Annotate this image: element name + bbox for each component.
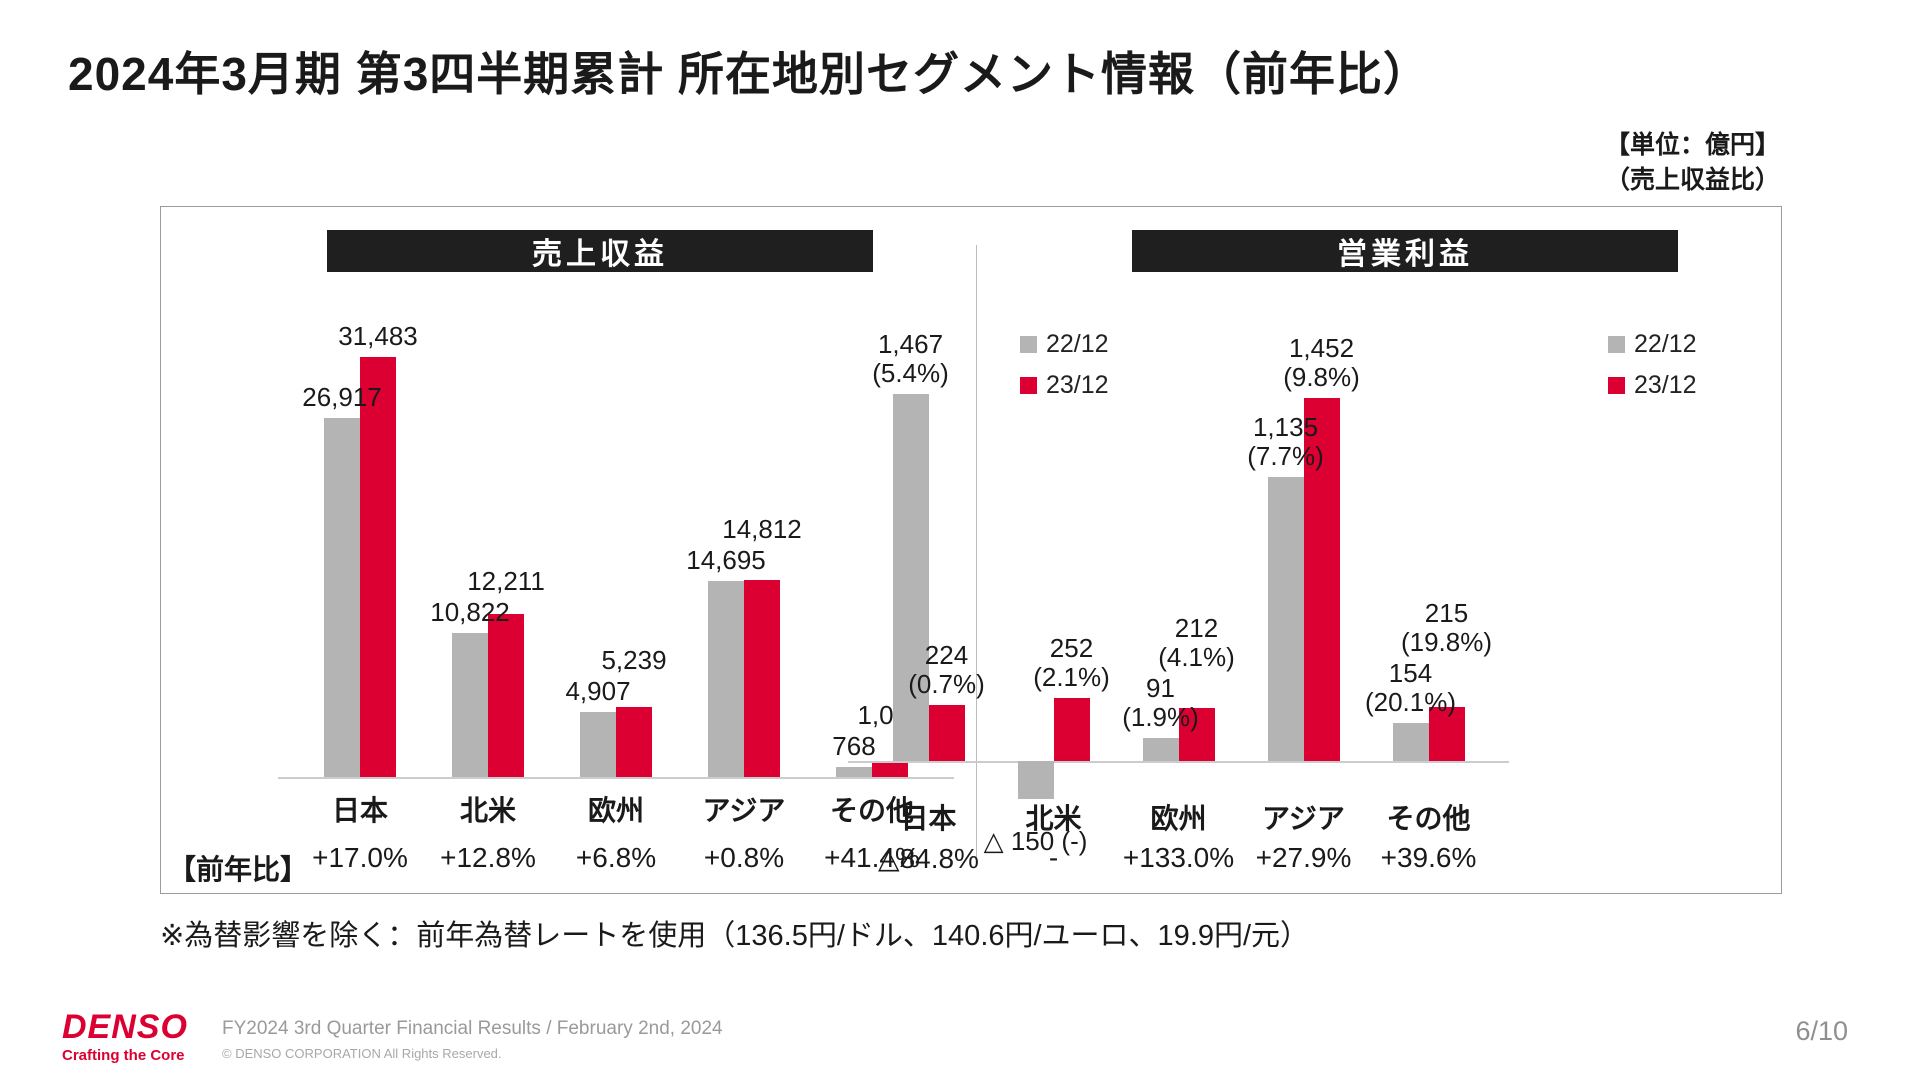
bar-value-label-22/12-その他: 154 (20.1%) bbox=[1364, 657, 1457, 717]
bar-22/12-アジア bbox=[1267, 477, 1304, 761]
yoy-value-アジア: +0.8% bbox=[703, 842, 785, 873]
bar-value-label-23/12-北米: 12,211 bbox=[467, 565, 545, 596]
category-label-日本: 日本 bbox=[331, 795, 389, 826]
category-label-欧州: 欧州 bbox=[1150, 803, 1207, 834]
bar-value-label-23/12-アジア: 14,812 bbox=[722, 514, 802, 545]
legend-operating-profit: 22/12 23/12 bbox=[1608, 330, 1697, 412]
bar-22/12-日本 bbox=[892, 394, 929, 761]
bar-value-label-22/12-欧州: 4,907 bbox=[565, 675, 631, 706]
denso-logo-tagline: Crafting the Core bbox=[62, 1047, 185, 1064]
category-label-日本: 日本 bbox=[900, 803, 957, 834]
bar-22/12-アジア bbox=[708, 581, 744, 777]
legend-label-2312: 23/12 bbox=[1634, 371, 1697, 399]
bar-value-label-23/12-その他: 215 (19.8%) bbox=[1400, 597, 1493, 657]
category-label-その他: その他 bbox=[829, 795, 915, 826]
bar-23/12-欧州 bbox=[1178, 708, 1215, 761]
bar-value-label-22/12-アジア: 14,695 bbox=[686, 545, 766, 576]
bar-value-label-23/12-欧州: 5,239 bbox=[601, 644, 667, 675]
bar-22/12-その他 bbox=[1392, 722, 1429, 761]
page-number: 6/10 bbox=[1795, 1016, 1848, 1046]
yoy-value-欧州: +133.0% bbox=[1122, 842, 1235, 873]
bar-22/12-その他 bbox=[836, 766, 872, 777]
denso-logo-text: DENSO bbox=[62, 1008, 188, 1046]
legend-item-2312: 23/12 bbox=[1020, 371, 1109, 400]
category-label-北米: 北米 bbox=[1025, 803, 1082, 834]
legend-item-2312: 23/12 bbox=[1608, 371, 1697, 400]
revenue-chart-plot: 26,917 31,483 日本 +17.0% 10,822 12,211 北米 +12.8%… bbox=[278, 322, 954, 873]
yoy-value-その他: +39.6% bbox=[1380, 842, 1477, 873]
bar-value-label-22/12-日本: 26,917 bbox=[302, 382, 382, 413]
footer-event-line: FY2024 3rd Quarter Financial Results / F… bbox=[222, 1018, 723, 1039]
bar-23/12-日本 bbox=[360, 357, 396, 777]
bar-value-label-23/12-欧州: 212 (4.1%) bbox=[1158, 613, 1235, 673]
bar-23/12-日本 bbox=[928, 705, 965, 761]
bar-value-label-23/12-日本: 224 (0.7%) bbox=[908, 640, 985, 699]
bar-value-label-22/12-北米: 10,822 bbox=[430, 596, 510, 627]
unit-note-line1: 【単位：億円】 bbox=[1604, 131, 1780, 159]
page-title: 2024年3月期 第3四半期累計 所在地別セグメント情報（前年比） bbox=[68, 48, 1431, 100]
bar-22/12-北米 bbox=[1017, 761, 1054, 799]
yoy-value-欧州: +6.8% bbox=[575, 842, 657, 873]
operating-profit-chart-plot: 1,467 (5.4%) 224 (0.7%) 日本 △84.8% △ 150 (-) 252… bbox=[848, 330, 1509, 874]
bar-23/12-北米 bbox=[1053, 698, 1090, 761]
bar-value-label-23/12-アジア: 1,452 (9.8%) bbox=[1283, 333, 1360, 392]
bar-value-label-23/12-北米: 252 (2.1%) bbox=[1033, 633, 1110, 692]
bar-value-label-22/12-その他: 768 bbox=[832, 730, 876, 761]
yoy-value-日本: △84.8% bbox=[878, 843, 979, 874]
bar-22/12-日本 bbox=[324, 418, 360, 777]
legend-swatch-red bbox=[1608, 377, 1625, 394]
bar-value-label-22/12-欧州: 91 (1.9%) bbox=[1122, 673, 1199, 733]
operating-profit-chart-title: 営業利益 bbox=[1132, 230, 1678, 272]
denso-logo: DENSO Crafting the Core bbox=[62, 1010, 188, 1064]
bar-value-label-22/12-日本: 1,467 (5.4%) bbox=[872, 329, 949, 389]
bar-23/12-アジア bbox=[1303, 398, 1340, 761]
legend-label-2212: 22/12 bbox=[1634, 330, 1697, 358]
bar-23/12-アジア bbox=[744, 579, 780, 777]
bar-23/12-北米 bbox=[488, 614, 524, 777]
bar-22/12-欧州 bbox=[1142, 738, 1179, 761]
baseline-axis bbox=[278, 777, 954, 779]
yoy-caption: 【前年比】 bbox=[168, 854, 309, 885]
legend-label-2212: 22/12 bbox=[1046, 330, 1109, 358]
bar-value-label-23/12-日本: 31,483 bbox=[338, 321, 418, 352]
yoy-value-北米: +12.8% bbox=[440, 842, 536, 873]
legend-item-2212: 22/12 bbox=[1608, 330, 1697, 359]
legend-swatch-gray bbox=[1020, 336, 1037, 353]
yoy-value-アジア: +27.9% bbox=[1255, 842, 1352, 873]
legend-item-2212: 22/12 bbox=[1020, 330, 1109, 359]
bar-23/12-欧州 bbox=[616, 707, 652, 777]
revenue-chart-title: 売上収益 bbox=[327, 230, 873, 272]
footnote: ※為替影響を除く：前年為替レートを使用（136.5円/ドル、140.6円/ユーロ… bbox=[160, 920, 1310, 952]
bar-value-label-22/12-北米: △ 150 (-) bbox=[983, 825, 1088, 856]
category-label-その他: その他 bbox=[1386, 803, 1471, 834]
legend-label-2312: 23/12 bbox=[1046, 371, 1109, 399]
chart-panel bbox=[160, 206, 1782, 894]
legend-swatch-red bbox=[1020, 377, 1037, 394]
baseline-axis bbox=[848, 761, 1509, 763]
bar-value-label-22/12-アジア: 1,135 (7.7%) bbox=[1247, 412, 1324, 472]
category-label-欧州: 欧州 bbox=[587, 795, 645, 826]
yoy-value-その他: +41.4% bbox=[824, 842, 920, 873]
bar-22/12-欧州 bbox=[580, 711, 616, 777]
bar-22/12-北米 bbox=[452, 632, 488, 777]
category-label-アジア: アジア bbox=[1262, 803, 1345, 834]
category-label-北米: 北米 bbox=[459, 795, 517, 826]
bar-23/12-その他 bbox=[1428, 707, 1465, 761]
panel-divider bbox=[976, 245, 977, 857]
category-label-アジア: アジア bbox=[702, 795, 786, 826]
unit-note-line2: （売上収益比） bbox=[1604, 166, 1780, 194]
yoy-value-北米: - bbox=[1048, 842, 1059, 873]
footer-copyright: © DENSO CORPORATION All Rights Reserved. bbox=[222, 1046, 502, 1061]
yoy-value-日本: +17.0% bbox=[312, 842, 408, 873]
legend-revenue: 22/12 23/12 bbox=[1020, 330, 1109, 412]
legend-swatch-gray bbox=[1608, 336, 1625, 353]
unit-note: 【単位：億円】 （売上収益比） bbox=[1605, 128, 1780, 198]
bar-23/12-その他 bbox=[872, 762, 908, 777]
